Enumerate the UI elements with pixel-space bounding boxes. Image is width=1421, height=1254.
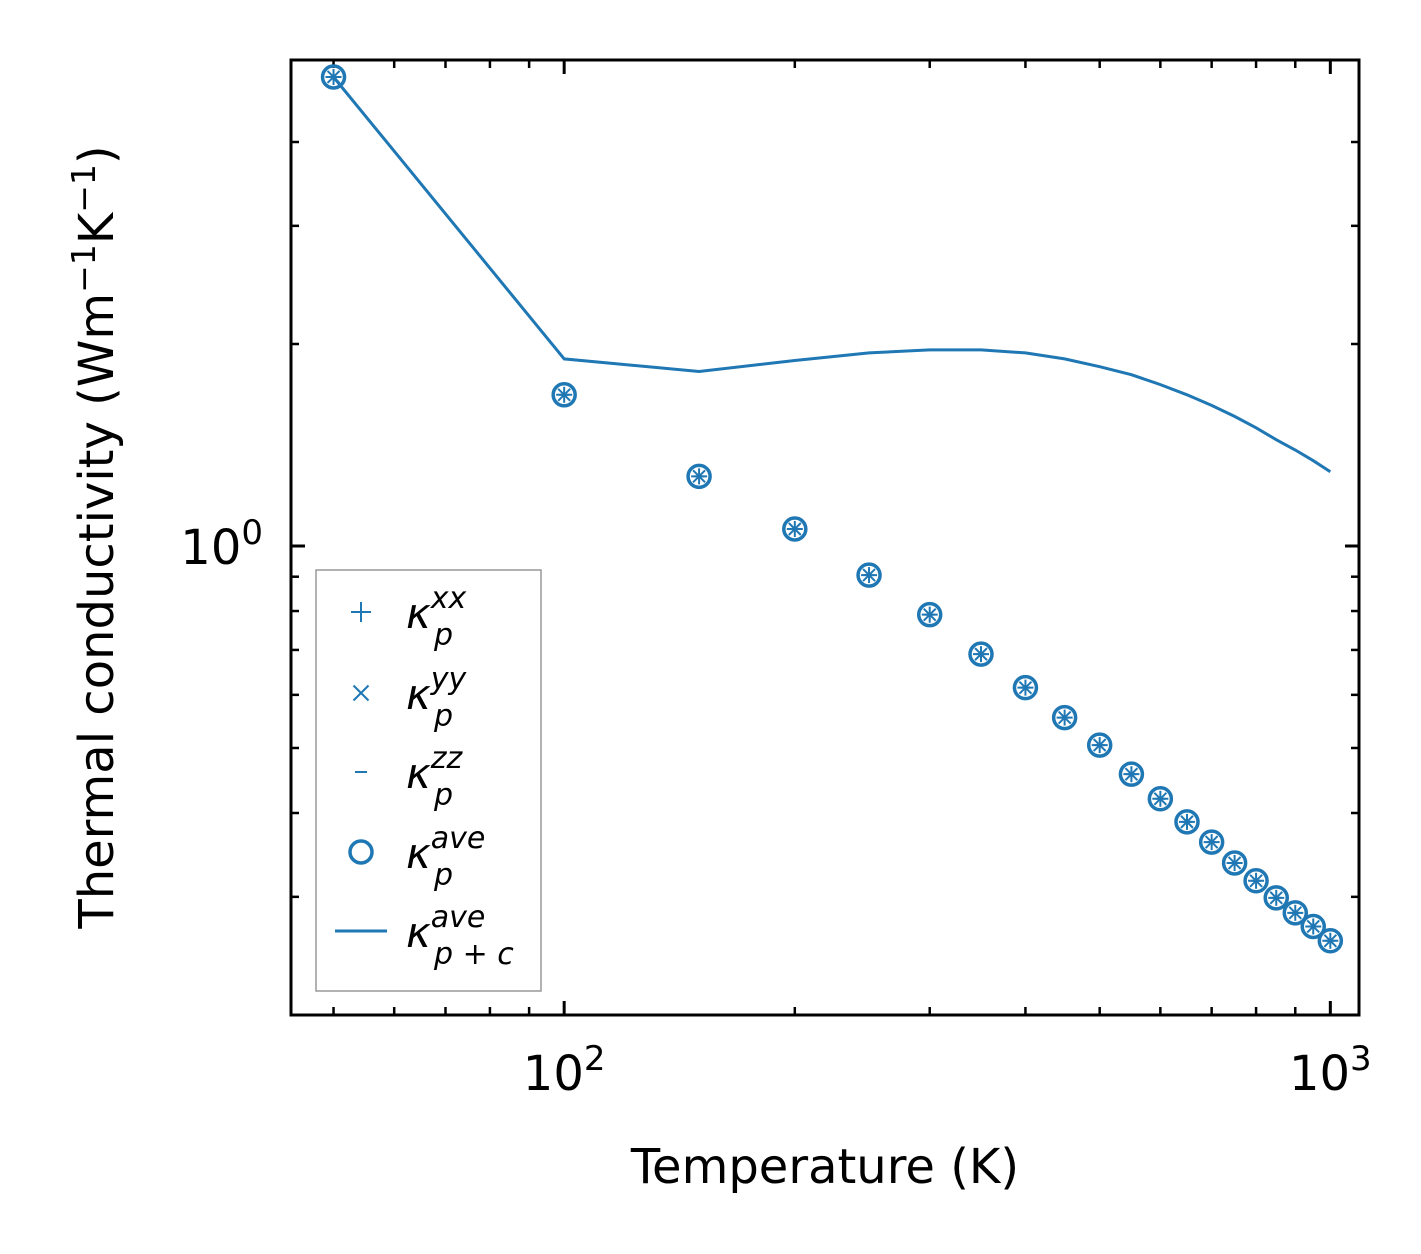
- series-layer: [320, 64, 1344, 954]
- series-circle: [320, 64, 1344, 954]
- legend-label: κxx p: [406, 581, 467, 653]
- x-b: [352, 684, 370, 702]
- legend-entry: κave p: [348, 821, 485, 893]
- legend-label: κave p + c: [406, 900, 514, 972]
- data-point-circle: [1086, 732, 1113, 758]
- data-point-circle: [1221, 850, 1248, 876]
- tick-labels: 102 103 100: [180, 513, 1371, 1102]
- data-point-circle: [1198, 829, 1225, 855]
- data-point-circle: [320, 64, 347, 90]
- legend-entry: κzz p: [355, 741, 464, 813]
- circle: [916, 601, 943, 628]
- x-axis-label: Temperature (K): [630, 1139, 1019, 1195]
- circle: [1243, 868, 1269, 894]
- circle: [1198, 829, 1225, 855]
- data-point-circle: [1012, 674, 1039, 701]
- legend-box: [315, 569, 542, 992]
- circle: [1118, 761, 1145, 787]
- data-point-circle: [551, 382, 577, 408]
- circle: [968, 641, 994, 667]
- circle: [1263, 885, 1289, 911]
- legend-label: κyy p: [406, 662, 468, 734]
- circle: [686, 463, 712, 490]
- circle: [320, 64, 347, 90]
- circle: [1051, 704, 1078, 731]
- circle: [1221, 850, 1248, 876]
- circle: [1012, 674, 1039, 701]
- data-point-circle: [1282, 900, 1309, 926]
- plot-frame: [289, 58, 1361, 1017]
- circle: [1147, 786, 1174, 812]
- y-axis-label: Thermal conductivity (Wm−1K−1): [64, 145, 125, 929]
- circle: [348, 839, 374, 865]
- y-tick-label: 100: [180, 513, 263, 576]
- data-point-circle: [782, 516, 808, 542]
- legend-entry: κxx p: [351, 581, 467, 653]
- circle: [551, 382, 577, 408]
- data-point-circle: [968, 641, 994, 667]
- circle: [1174, 809, 1200, 835]
- x-tick-label: 103: [1289, 1039, 1372, 1102]
- data-point-circle: [1051, 704, 1078, 731]
- data-point-circle: [1300, 913, 1327, 940]
- legend-label: κave p: [406, 821, 485, 893]
- circle: [1282, 900, 1309, 926]
- marker-x: [352, 684, 370, 702]
- marker-circle: [348, 839, 374, 865]
- circle: [1086, 732, 1113, 758]
- circle: [856, 562, 882, 588]
- legend-entry: κyy p: [352, 662, 468, 734]
- data-point-circle: [1243, 868, 1269, 894]
- circle: [782, 516, 808, 542]
- circle: [1300, 913, 1327, 940]
- series-line: [332, 76, 1332, 474]
- circle: [1317, 928, 1344, 954]
- marker-plus: [351, 602, 371, 622]
- legend-entry: κave p + c: [335, 900, 514, 972]
- data-point-circle: [1317, 928, 1344, 954]
- data-point-circle: [856, 562, 882, 588]
- data-point-circle: [1118, 761, 1145, 787]
- data-point-circle: [1263, 885, 1289, 911]
- data-point-circle: [686, 463, 712, 490]
- data-point-circle: [916, 601, 943, 628]
- x-tick-label: 102: [523, 1039, 606, 1102]
- legend-label: κzz p: [406, 741, 464, 813]
- data-point-circle: [1147, 786, 1174, 812]
- data-point-circle: [1174, 809, 1200, 835]
- series-line-kappa-pc-ave: [332, 76, 1332, 474]
